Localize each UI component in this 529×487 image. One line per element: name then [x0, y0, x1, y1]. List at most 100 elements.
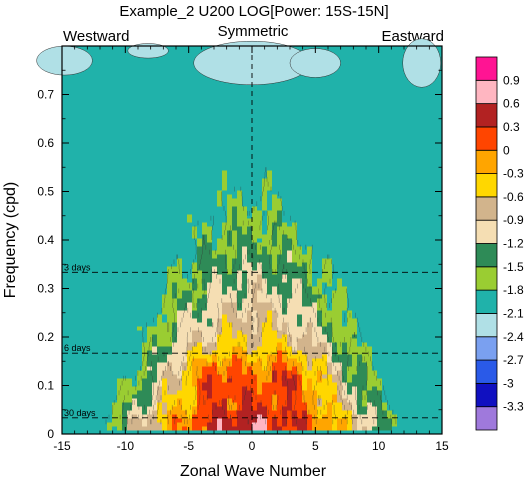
heatmap-cell [292, 374, 298, 379]
heatmap-cell [127, 118, 133, 123]
heatmap-cell [197, 238, 203, 243]
heatmap-cell [197, 198, 203, 203]
heatmap-cell [127, 102, 133, 107]
heatmap-cell [72, 426, 78, 431]
heatmap-cell [217, 206, 223, 211]
heatmap-cell [227, 242, 233, 247]
heatmap-cell [182, 426, 188, 431]
heatmap-cell [97, 422, 103, 427]
heatmap-cell [187, 378, 193, 383]
heatmap-cell [72, 122, 78, 127]
heatmap-cell [197, 130, 203, 135]
heatmap-cell [167, 234, 173, 239]
heatmap-cell [112, 142, 118, 147]
heatmap-cell [157, 158, 163, 163]
heatmap-cell [272, 410, 278, 415]
heatmap-cell [262, 218, 268, 223]
heatmap-cell [192, 178, 198, 183]
heatmap-cell [137, 186, 143, 191]
heatmap-cell [107, 70, 113, 75]
heatmap-cell [262, 134, 268, 139]
heatmap-cell [197, 294, 203, 299]
heatmap-cell [67, 158, 73, 163]
heatmap-cell [222, 282, 228, 287]
heatmap-cell [277, 102, 283, 107]
heatmap-cell [147, 398, 153, 403]
heatmap-cell [237, 206, 243, 211]
heatmap-cell [127, 390, 133, 395]
heatmap-cell [167, 318, 173, 323]
heatmap-cell [137, 382, 143, 387]
heatmap-cell [167, 122, 173, 127]
heatmap-cell [292, 106, 298, 111]
heatmap-cell [287, 214, 293, 219]
heatmap-cell [217, 286, 223, 291]
heatmap-cell [62, 418, 68, 423]
heatmap-cell [72, 170, 78, 175]
heatmap-cell [92, 142, 98, 147]
heatmap-cell [272, 222, 278, 227]
heatmap-cell [202, 422, 208, 427]
heatmap-cell [272, 186, 278, 191]
heatmap-cell [187, 146, 193, 151]
heatmap-cell [247, 186, 253, 191]
heatmap-cell [132, 266, 138, 271]
heatmap-cell [172, 334, 178, 339]
heatmap-cell [107, 398, 113, 403]
heatmap-cell [257, 310, 263, 315]
heatmap-cell [107, 202, 113, 207]
heatmap-cell [222, 306, 228, 311]
heatmap-cell [67, 402, 73, 407]
heatmap-cell [222, 346, 228, 351]
heatmap-cell [62, 198, 68, 203]
heatmap-cell [167, 130, 173, 135]
heatmap-cell [102, 242, 108, 247]
heatmap-cell [312, 250, 318, 255]
heatmap-cell [167, 194, 173, 199]
heatmap-cell [142, 250, 148, 255]
heatmap-cell [102, 254, 108, 259]
heatmap-cell [297, 230, 303, 235]
heatmap-cell [67, 266, 73, 271]
heatmap-cell [172, 374, 178, 379]
heatmap-cell [202, 130, 208, 135]
heatmap-cell [117, 362, 123, 367]
heatmap-cell [267, 182, 273, 187]
heatmap-cell [117, 198, 123, 203]
heatmap-cell [262, 222, 268, 227]
heatmap-cell [217, 378, 223, 383]
heatmap-cell [152, 330, 158, 335]
heatmap-cell [137, 70, 143, 75]
heatmap-cell [142, 294, 148, 299]
heatmap-cell [172, 390, 178, 395]
heatmap-cell [222, 242, 228, 247]
heatmap-cell [107, 138, 113, 143]
heatmap-cell [117, 358, 123, 363]
heatmap-cell [277, 182, 283, 187]
heatmap-cell [302, 350, 308, 355]
heatmap-cell [62, 190, 68, 195]
heatmap-cell [202, 158, 208, 163]
heatmap-cell [242, 382, 248, 387]
heatmap-cell [177, 134, 183, 139]
heatmap-cell [182, 274, 188, 279]
heatmap-cell [67, 418, 73, 423]
heatmap-cell [232, 114, 238, 119]
heatmap-cell [237, 174, 243, 179]
heatmap-cell [122, 98, 128, 103]
heatmap-cell [232, 290, 238, 295]
heatmap-cell [287, 198, 293, 203]
heatmap-cell [67, 378, 73, 383]
heatmap-cell [62, 78, 68, 83]
heatmap-cell [272, 402, 278, 407]
heatmap-cell [97, 362, 103, 367]
heatmap-cell [272, 162, 278, 167]
heatmap-cell [122, 182, 128, 187]
heatmap-cell [152, 98, 158, 103]
heatmap-cell [187, 106, 193, 111]
heatmap-cell [242, 226, 248, 231]
heatmap-cell [217, 118, 223, 123]
heatmap-cell [307, 350, 313, 355]
heatmap-cell [212, 370, 218, 375]
heatmap-cell [72, 86, 78, 91]
